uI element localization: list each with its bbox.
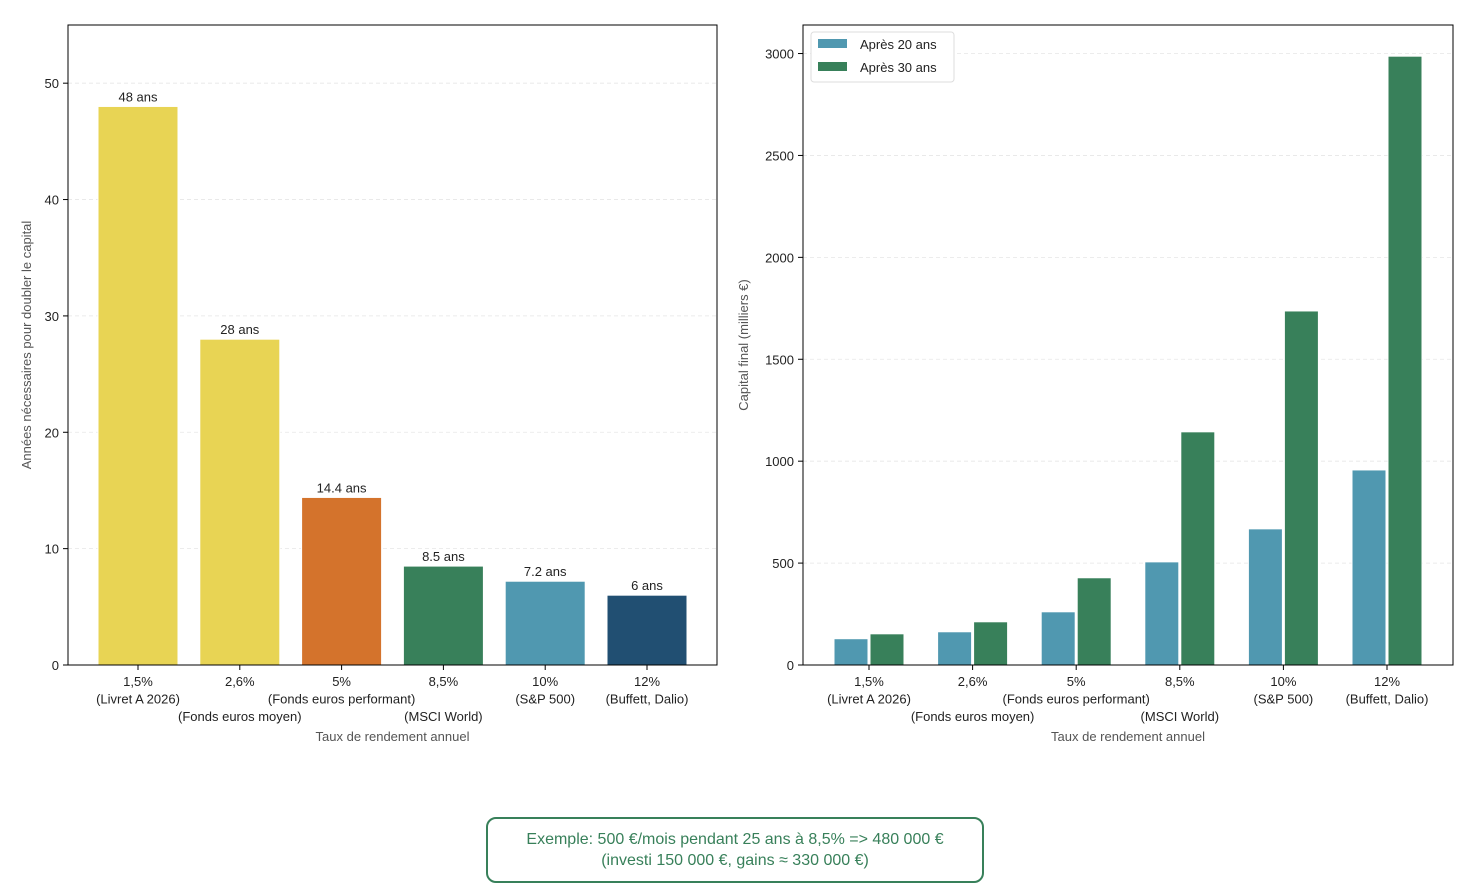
note-line-2: (investi 150 000 €, gains ≈ 330 000 €) [601,852,869,869]
x-tick-label: 2,6% (Fonds euros moyen) [178,674,302,724]
y-tick-label: 30 [45,309,59,324]
x-tick-label: 10% (S&P 500) [1254,674,1314,707]
bar [606,594,688,666]
bar-data-label: 48 ans [118,89,158,104]
x-tick-label: 5% (Fonds euros performant) [268,674,415,707]
bar [504,580,586,666]
x-axis-label: Taux de rendement annuel [1051,729,1205,744]
y-tick-label: 3000 [765,47,794,62]
x-tick-label: 1,5% (Livret A 2026) [827,674,911,707]
legend-label: Après 20 ans [860,37,937,52]
axes-frame [802,24,1454,666]
y-tick-label: 0 [787,658,794,673]
bar-data-label: 6 ans [631,578,663,593]
bar-apres-20-ans [1040,611,1076,666]
y-tick-label: 10 [45,542,59,557]
bar [199,338,281,666]
x-tick-label: 10% (S&P 500) [515,674,575,707]
bar-apres-20-ans [1351,469,1387,666]
y-tick-label: 20 [45,425,59,440]
bar [402,565,484,666]
y-axis-label: Années nécessaires pour doubler le capit… [19,221,34,470]
y-tick-label: 50 [45,76,59,91]
axes-frame [67,24,718,666]
y-tick-label: 40 [45,193,59,208]
bar [97,105,179,666]
bar-apres-30-ans [1180,431,1216,666]
bar [301,496,383,666]
y-tick-label: 0 [52,658,59,673]
bar-apres-30-ans [973,621,1009,666]
x-tick-label: 5% (Fonds euros performant) [1002,674,1149,707]
y-tick-label: 1500 [765,352,794,367]
legend-swatch [818,62,847,71]
bar-apres-30-ans [1283,310,1319,666]
x-tick-label: 2,6% (Fonds euros moyen) [911,674,1035,724]
example-note-box: Exemple: 500 €/mois pendant 25 ans à 8,5… [486,817,984,883]
legend-swatch [818,39,847,48]
bar-apres-20-ans [1247,528,1283,666]
y-axis-label: Capital final (milliers €) [736,279,751,410]
y-tick-label: 2500 [765,148,794,163]
bar-data-label: 8.5 ans [422,549,465,564]
legend-label: Après 30 ans [860,60,937,75]
bar-apres-30-ans [1387,55,1423,666]
note-line-1: Exemple: 500 €/mois pendant 25 ans à 8,5… [526,831,944,848]
x-tick-label: 12% (Buffett, Dalio) [1346,674,1429,707]
bar-apres-30-ans [1076,577,1112,666]
x-tick-label: 1,5% (Livret A 2026) [96,674,180,707]
y-tick-label: 500 [772,556,794,571]
y-tick-label: 2000 [765,250,794,265]
x-axis-label: Taux de rendement annuel [316,729,470,744]
bar-apres-20-ans [833,638,869,666]
x-tick-label: 12% (Buffett, Dalio) [606,674,689,707]
bar-data-label: 28 ans [220,322,260,337]
x-tick-label: 8,5% (MSCI World) [1141,674,1219,724]
bar-data-label: 7.2 ans [524,564,567,579]
bar-data-label: 14.4 ans [317,480,367,495]
bar-apres-20-ans [1144,561,1180,666]
y-tick-label: 1000 [765,454,794,469]
bar-apres-20-ans [937,631,973,666]
bar-apres-30-ans [869,633,905,666]
x-tick-label: 8,5% (MSCI World) [404,674,482,724]
